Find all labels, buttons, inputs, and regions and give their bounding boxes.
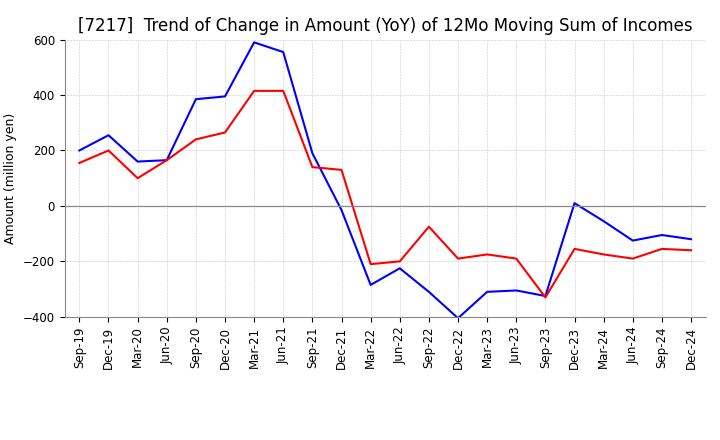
Net Income	[395, 259, 404, 264]
Net Income	[599, 252, 608, 257]
Ordinary Income	[657, 232, 666, 238]
Ordinary Income	[512, 288, 521, 293]
Net Income	[366, 261, 375, 267]
Net Income	[337, 167, 346, 172]
Ordinary Income	[599, 219, 608, 224]
Net Income	[192, 137, 200, 142]
Ordinary Income	[192, 96, 200, 102]
Net Income	[512, 256, 521, 261]
Ordinary Income	[337, 207, 346, 213]
Ordinary Income	[163, 158, 171, 163]
Ordinary Income	[483, 289, 492, 294]
Title: [7217]  Trend of Change in Amount (YoY) of 12Mo Moving Sum of Incomes: [7217] Trend of Change in Amount (YoY) o…	[78, 17, 693, 35]
Ordinary Income	[308, 150, 317, 156]
Line: Ordinary Income: Ordinary Income	[79, 42, 691, 318]
Net Income	[308, 165, 317, 170]
Net Income	[657, 246, 666, 252]
Ordinary Income	[570, 201, 579, 206]
Net Income	[570, 246, 579, 252]
Ordinary Income	[220, 94, 229, 99]
Net Income	[163, 158, 171, 163]
Ordinary Income	[425, 289, 433, 294]
Ordinary Income	[250, 40, 258, 45]
Ordinary Income	[454, 315, 462, 321]
Ordinary Income	[629, 238, 637, 243]
Net Income	[687, 248, 696, 253]
Ordinary Income	[104, 132, 113, 138]
Ordinary Income	[133, 159, 142, 164]
Net Income	[541, 295, 550, 300]
Net Income	[454, 256, 462, 261]
Ordinary Income	[541, 293, 550, 299]
Net Income	[75, 160, 84, 165]
Net Income	[220, 130, 229, 135]
Ordinary Income	[75, 148, 84, 153]
Net Income	[425, 224, 433, 229]
Net Income	[279, 88, 287, 94]
Net Income	[629, 256, 637, 261]
Y-axis label: Amount (million yen): Amount (million yen)	[4, 113, 17, 244]
Ordinary Income	[395, 266, 404, 271]
Net Income	[250, 88, 258, 94]
Ordinary Income	[279, 49, 287, 55]
Ordinary Income	[687, 237, 696, 242]
Ordinary Income	[366, 282, 375, 288]
Net Income	[483, 252, 492, 257]
Line: Net Income: Net Income	[79, 91, 691, 297]
Net Income	[104, 148, 113, 153]
Net Income	[133, 176, 142, 181]
